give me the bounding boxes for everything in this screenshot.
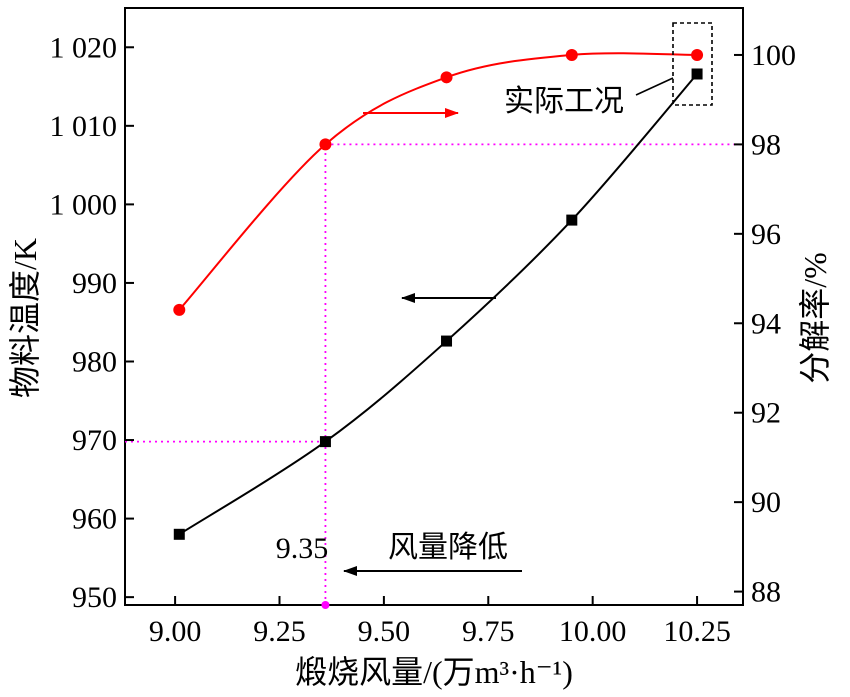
series-point-left [441,335,453,347]
y-left-tick-label: 1 020 [50,31,118,64]
x-axis-title: 煅烧风量/(万m³·h⁻¹) [295,654,573,690]
x-value-label: 9.35 [276,532,329,565]
y-axis-right: 88 90 92 94 96 98 100 [734,39,796,609]
x-axis: 9.00 9.25 9.50 9.75 10.00 10.25 [149,596,731,648]
y-right-tick-label: 94 [751,307,781,340]
y-right-tick-label: 90 [751,486,781,519]
annotation-air-reduce: 风量降低 [388,531,508,564]
y-right-tick-label: 96 [751,218,781,251]
y-right-tick-label: 98 [751,128,781,161]
series-point-left [566,214,578,226]
series-point-right [691,48,704,61]
y-right-tick-label: 92 [751,397,781,430]
series-point-right [440,71,453,84]
y-right-tick-label: 100 [751,39,796,72]
y-left-tick-label: 980 [72,345,117,378]
y-axis-left: 950 960 970 980 990 1 000 1 010 1 020 [50,31,134,614]
y-right-tick-label: 88 [751,576,781,609]
reference-lines [125,143,743,609]
actual-condition-box [672,22,713,106]
annotation-actual-condition: 实际工况 [504,85,624,118]
y-left-tick-label: 1 010 [50,110,118,143]
y-left-tick-label: 960 [72,503,117,536]
series-point-right [173,303,186,316]
plot-frame [124,7,744,606]
actual-condition-leader [635,77,674,96]
series-point-left [173,528,185,540]
x-tick-label: 10.25 [663,615,731,648]
series-line-left [178,73,698,536]
x-tick-label: 9.25 [253,615,306,648]
y-axis-left-title: 物料温度/K [7,238,43,398]
x-tick-label: 9.00 [149,615,202,648]
y-left-tick-label: 970 [72,424,117,457]
y-left-tick-label: 1 000 [50,188,118,221]
x-tick-label: 10.00 [559,615,627,648]
series-point-left [691,68,703,80]
x-tick-label: 9.50 [358,615,411,648]
series-layer [173,48,704,540]
reference-point-x [321,601,330,609]
y-left-tick-label: 990 [72,267,117,300]
y-axis-right-title: 分解率/% [797,252,833,384]
series-point-right [565,48,578,61]
series-point-right [319,138,332,151]
series-point-left [319,436,331,448]
x-tick-label: 9.75 [462,615,515,648]
y-left-tick-label: 950 [72,581,117,614]
